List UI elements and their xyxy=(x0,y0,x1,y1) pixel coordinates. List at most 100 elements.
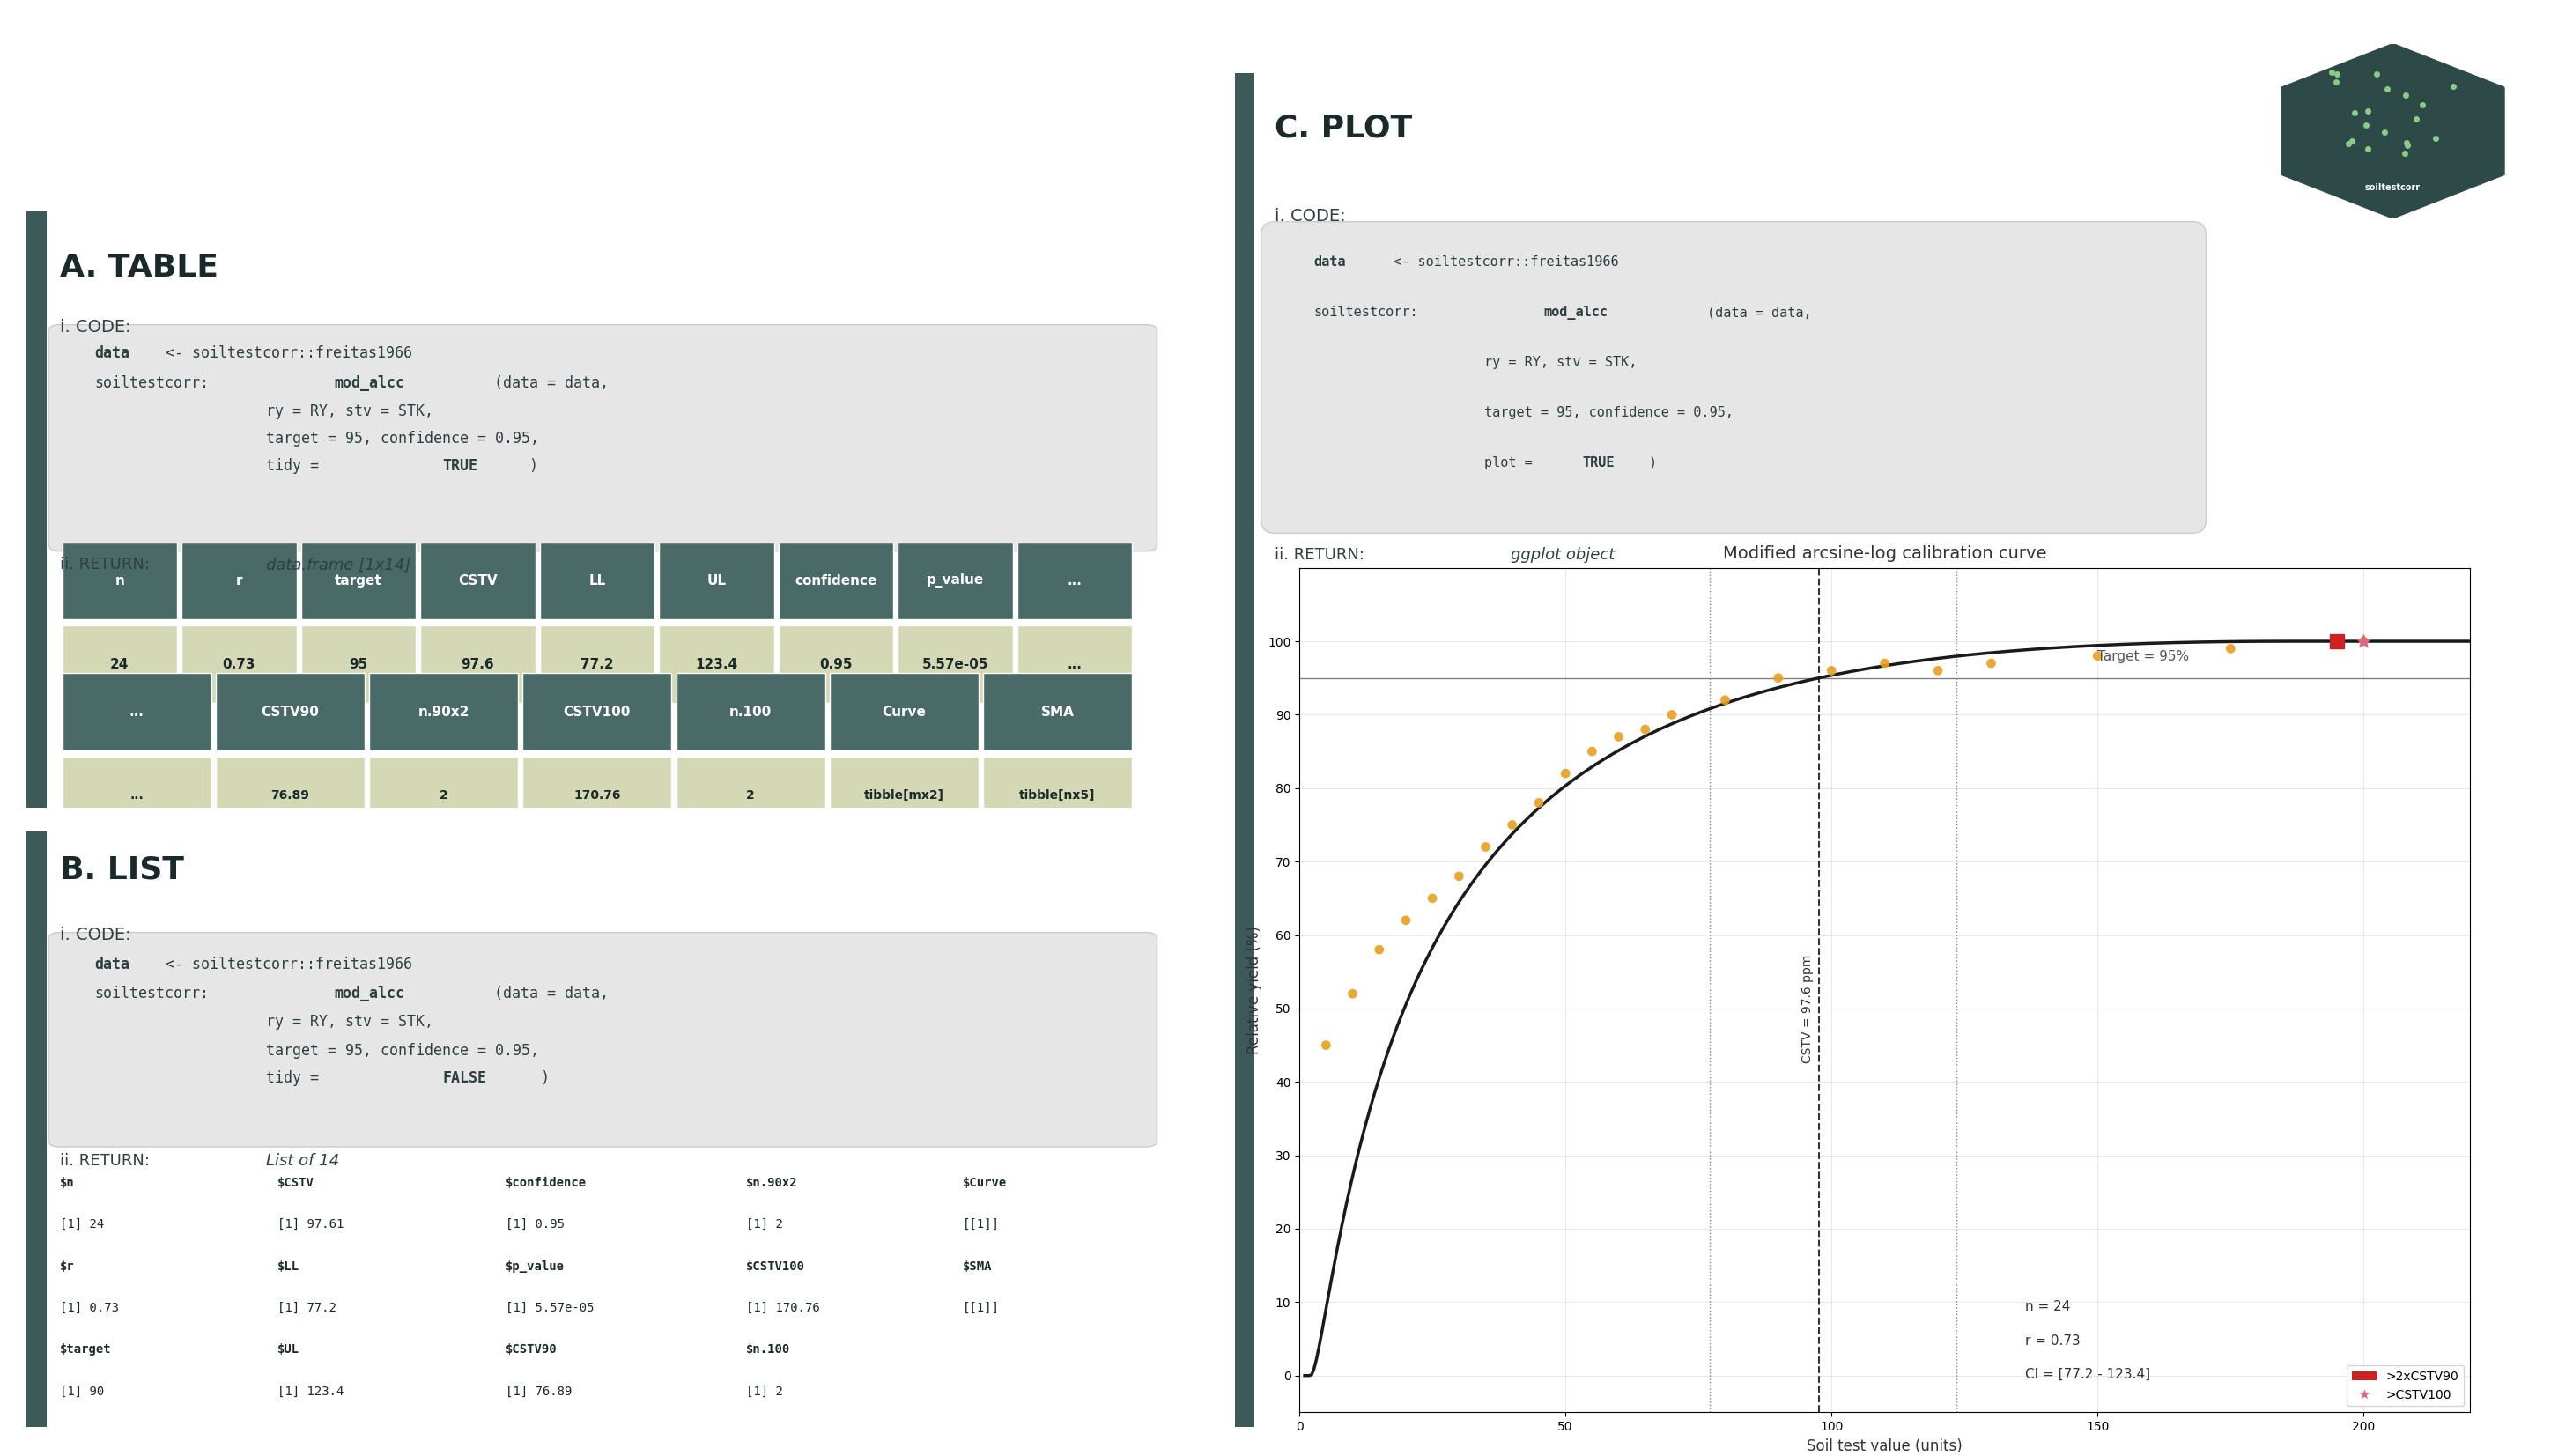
FancyBboxPatch shape xyxy=(62,542,178,620)
Text: 77.2: 77.2 xyxy=(581,658,615,671)
Point xyxy=(1917,660,1958,683)
Text: CI = [77.2 - 123.4]: CI = [77.2 - 123.4] xyxy=(2025,1369,2151,1382)
Text: soiltestcorr:: soiltestcorr: xyxy=(95,986,208,1002)
Text: [1] 90: [1] 90 xyxy=(59,1385,105,1398)
Text: Modified Arcsine-log Calibration Curve with soiltestcorr::: Modified Arcsine-log Calibration Curve w… xyxy=(51,109,1014,143)
Text: CSTV90: CSTV90 xyxy=(262,705,319,719)
Text: $r: $r xyxy=(59,1259,75,1273)
FancyBboxPatch shape xyxy=(301,542,417,620)
Text: ii. RETURN:: ii. RETURN: xyxy=(59,558,154,572)
Text: 170.76: 170.76 xyxy=(574,789,620,802)
Text: CSTV: CSTV xyxy=(458,574,497,587)
FancyBboxPatch shape xyxy=(522,757,672,834)
FancyBboxPatch shape xyxy=(780,542,893,620)
Text: C. PLOT: C. PLOT xyxy=(1274,114,1413,143)
FancyBboxPatch shape xyxy=(26,831,46,1427)
Point xyxy=(2076,645,2118,668)
FancyBboxPatch shape xyxy=(183,542,296,620)
Point xyxy=(1413,887,1454,910)
Text: data: data xyxy=(95,345,129,361)
Text: Curve: Curve xyxy=(883,705,926,719)
Point xyxy=(2344,629,2385,652)
Text: ry = RY, stv = STK,: ry = RY, stv = STK, xyxy=(265,403,432,419)
Text: 24: 24 xyxy=(111,658,129,671)
FancyBboxPatch shape xyxy=(49,932,1158,1147)
Point xyxy=(1811,660,1853,683)
Text: target = 95, confidence = 0.95,: target = 95, confidence = 0.95, xyxy=(1485,406,1734,419)
Text: [1] 0.95: [1] 0.95 xyxy=(507,1219,563,1230)
Point xyxy=(1384,909,1425,932)
Text: <- soiltestcorr::freitas1966: <- soiltestcorr::freitas1966 xyxy=(157,957,412,973)
Text: confidence: confidence xyxy=(795,574,877,587)
FancyBboxPatch shape xyxy=(540,542,654,620)
Point xyxy=(1305,1034,1346,1057)
Point xyxy=(2316,629,2357,652)
Text: [1] 5.57e-05: [1] 5.57e-05 xyxy=(507,1302,594,1315)
Point xyxy=(1757,667,1799,690)
Point xyxy=(1652,703,1693,727)
FancyBboxPatch shape xyxy=(898,626,1014,703)
Text: $target: $target xyxy=(59,1344,111,1356)
Text: tibble[mx2]: tibble[mx2] xyxy=(865,789,944,802)
Text: plot =: plot = xyxy=(1485,456,1541,469)
Text: ggplot object: ggplot object xyxy=(1510,546,1616,562)
Text: [1] 76.89: [1] 76.89 xyxy=(507,1385,571,1398)
Text: $LL: $LL xyxy=(278,1259,298,1273)
Point xyxy=(1624,718,1665,741)
Text: [[1]]: [[1]] xyxy=(962,1302,1001,1315)
Text: [1] 77.2: [1] 77.2 xyxy=(278,1302,337,1315)
Point xyxy=(1598,725,1639,748)
Text: [1] 170.76: [1] 170.76 xyxy=(746,1302,818,1315)
Text: <- soiltestcorr::freitas1966: <- soiltestcorr::freitas1966 xyxy=(157,345,412,361)
FancyBboxPatch shape xyxy=(216,757,365,834)
Point xyxy=(1703,689,1744,712)
Text: data.frame [1x14]: data.frame [1x14] xyxy=(265,558,412,572)
FancyBboxPatch shape xyxy=(419,542,535,620)
Text: ): ) xyxy=(540,1070,548,1086)
FancyBboxPatch shape xyxy=(780,626,893,703)
Text: i. CODE:: i. CODE: xyxy=(1274,208,1346,224)
Text: 2: 2 xyxy=(746,789,754,802)
Point xyxy=(1971,652,2012,676)
Text: 123.4: 123.4 xyxy=(695,658,738,671)
Text: 0.73: 0.73 xyxy=(221,658,255,671)
X-axis label: Soil test value (units): Soil test value (units) xyxy=(1806,1439,1963,1455)
Text: $Curve: $Curve xyxy=(962,1176,1006,1190)
FancyBboxPatch shape xyxy=(62,626,178,703)
Text: [1] 123.4: [1] 123.4 xyxy=(278,1385,345,1398)
FancyBboxPatch shape xyxy=(659,626,774,703)
Text: [1] 97.61: [1] 97.61 xyxy=(278,1219,345,1230)
Point xyxy=(1572,740,1613,763)
Point xyxy=(1333,983,1374,1006)
Text: ii. RETURN:: ii. RETURN: xyxy=(59,1153,154,1169)
Text: n: n xyxy=(116,574,124,587)
Text: mod_alcc: mod_alcc xyxy=(1544,306,1608,320)
FancyBboxPatch shape xyxy=(1016,542,1132,620)
Text: $n.90x2: $n.90x2 xyxy=(746,1176,798,1190)
Text: mod_alcc(): mod_alcc() xyxy=(1678,108,1883,143)
Text: 0.95: 0.95 xyxy=(818,658,852,671)
Text: 95: 95 xyxy=(350,658,368,671)
Text: 5.57e-05: 5.57e-05 xyxy=(921,658,988,671)
FancyBboxPatch shape xyxy=(1261,221,2205,533)
Text: ii. RETURN:: ii. RETURN: xyxy=(1274,546,1369,562)
Text: data: data xyxy=(95,957,129,973)
FancyBboxPatch shape xyxy=(898,542,1014,620)
Text: ry = RY, stv = STK,: ry = RY, stv = STK, xyxy=(265,1013,432,1029)
Text: $SMA: $SMA xyxy=(962,1259,993,1273)
Text: B. LIST: B. LIST xyxy=(59,855,185,885)
Point xyxy=(1438,865,1479,888)
FancyBboxPatch shape xyxy=(62,757,211,834)
Text: ...: ... xyxy=(129,789,144,802)
Text: ...: ... xyxy=(1068,658,1083,671)
Text: Target = 95%: Target = 95% xyxy=(2097,649,2190,664)
Text: A. TABLE: A. TABLE xyxy=(59,253,219,282)
Point xyxy=(1492,814,1534,837)
FancyBboxPatch shape xyxy=(26,211,46,807)
FancyBboxPatch shape xyxy=(368,673,517,751)
FancyBboxPatch shape xyxy=(677,757,826,834)
Text: <- soiltestcorr::freitas1966: <- soiltestcorr::freitas1966 xyxy=(1387,256,1618,269)
Text: $UL: $UL xyxy=(278,1344,298,1356)
Point xyxy=(1359,938,1400,961)
Text: [[1]]: [[1]] xyxy=(962,1219,1001,1230)
